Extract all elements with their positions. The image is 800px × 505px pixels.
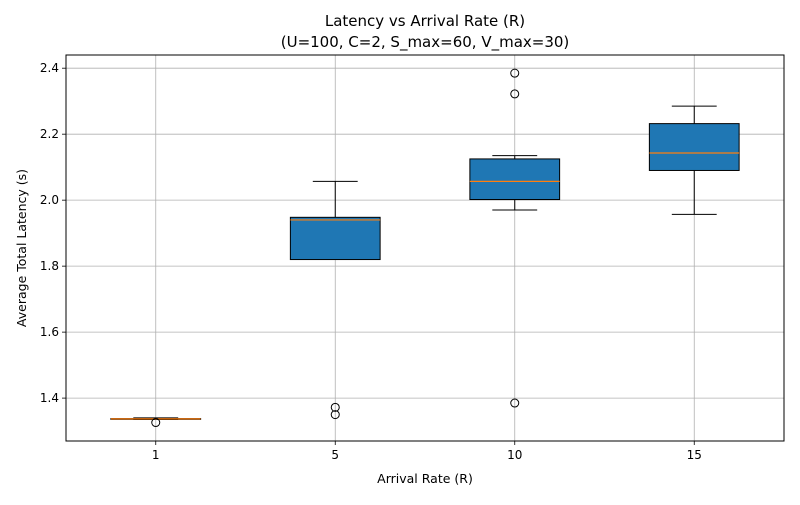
- box-series: [110, 68, 740, 428]
- y-axis-label: Average Total Latency (s): [14, 169, 29, 327]
- outlier-point: [510, 398, 520, 408]
- x-tick-label: 5: [331, 448, 339, 462]
- iqr-box: [469, 158, 561, 201]
- outlier-point: [510, 68, 520, 78]
- y-tick-label: 2.4: [40, 61, 59, 75]
- box-group-5: [289, 180, 381, 420]
- y-tick-label: 2.0: [40, 193, 59, 207]
- plot-area-frame: [65, 54, 785, 442]
- chart-title: Latency vs Arrival Rate (R): [325, 12, 525, 30]
- y-tick-label: 2.2: [40, 127, 59, 141]
- x-tick-label: 15: [687, 448, 702, 462]
- chart-subtitle: (U=100, C=2, S_max=60, V_max=30): [281, 33, 570, 52]
- box-group-10: [469, 68, 561, 408]
- x-tick-label: 1: [152, 448, 160, 462]
- grid-lines: [66, 55, 784, 441]
- axis-ticks: 1.41.61.82.02.22.41 5 10 15: [40, 61, 702, 462]
- iqr-box: [289, 216, 381, 261]
- iqr-box: [648, 123, 740, 171]
- y-tick-label: 1.8: [40, 259, 59, 273]
- outlier-point: [151, 418, 161, 428]
- outlier-point: [330, 402, 340, 412]
- x-axis-label: Arrival Rate (R): [377, 471, 473, 486]
- box-group-1: [110, 417, 202, 428]
- outlier-point: [330, 410, 340, 420]
- outlier-point: [510, 89, 520, 99]
- box-group-15: [648, 105, 740, 215]
- y-tick-label: 1.6: [40, 325, 59, 339]
- y-tick-label: 1.4: [40, 391, 59, 405]
- x-tick-label: 10: [507, 448, 522, 462]
